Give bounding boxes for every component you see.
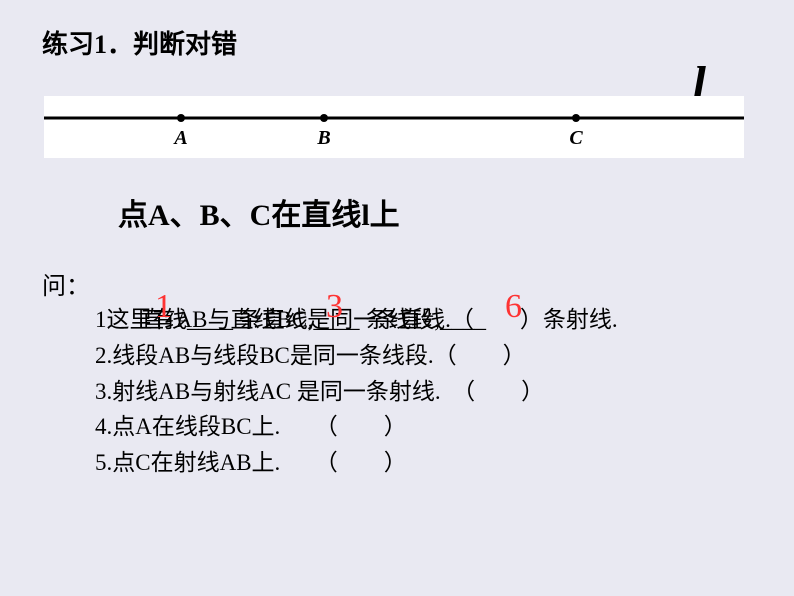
question-list: 2.线段AB与线段BC是同一条线段.（ ） 3.射线AB与射线AC 是同一条射线… bbox=[95, 338, 544, 481]
question-3: 3.射线AB与射线AC 是同一条射线. （ ） bbox=[95, 374, 544, 410]
red-answer-6: 6 bbox=[505, 288, 522, 326]
number-line-diagram: A B C bbox=[44, 96, 744, 158]
line-svg: A B C bbox=[44, 96, 744, 158]
point-a bbox=[177, 114, 185, 122]
exercise-title: 练习1．判断对错 bbox=[42, 24, 237, 61]
question-5: 5.点C在射线AB上. （ ） bbox=[95, 445, 544, 481]
label-a: A bbox=[172, 127, 187, 149]
label-b: B bbox=[316, 127, 330, 149]
overlap-front-text: 直线____ 条直线,____ 条线段,____ bbox=[95, 300, 486, 334]
red-answer-1: 1 bbox=[155, 288, 172, 326]
points-on-line-statement: 点A、B、C在直线l上 bbox=[118, 190, 400, 234]
question-prefix: 问： bbox=[42, 266, 90, 301]
point-b bbox=[320, 114, 328, 122]
question-4: 4.点A在线段BC上. （ ） bbox=[95, 409, 544, 445]
point-c bbox=[572, 114, 580, 122]
overlapping-line: 1这里有AB与直线BC是同一条直线.（ ）条射线. 直线____ 条直线,___… bbox=[95, 300, 695, 336]
question-2: 2.线段AB与线段BC是同一条线段.（ ） bbox=[95, 338, 544, 374]
red-answer-3: 3 bbox=[326, 288, 343, 326]
label-c: C bbox=[569, 127, 583, 149]
